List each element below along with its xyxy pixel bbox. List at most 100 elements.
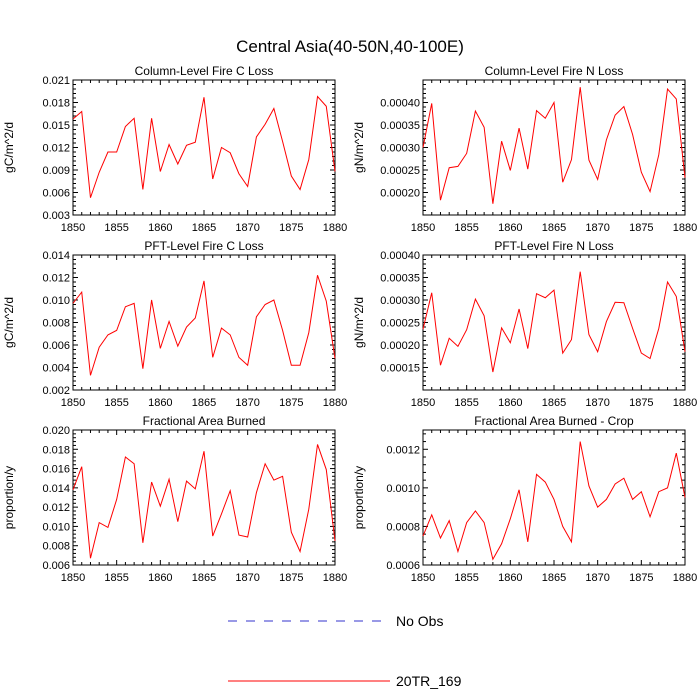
y-tick-label: 0.009: [42, 165, 70, 177]
y-tick-label: 0.00040: [380, 98, 420, 110]
y-tick-label: 0.012: [42, 502, 70, 514]
x-tick-label: 1875: [279, 572, 303, 584]
y-tick-label: 0.010: [42, 295, 70, 307]
y-tick-label: 0.00030: [380, 295, 420, 307]
x-tick-label: 1855: [104, 572, 128, 584]
y-tick-label: 0.004: [42, 363, 70, 375]
x-tick-label: 1875: [279, 222, 303, 234]
series-line: [72, 444, 336, 559]
series-line: [72, 95, 336, 198]
y-tick-label: 0.015: [42, 120, 70, 132]
panel-title: Column-Level Fire N Loss: [485, 64, 624, 78]
series-line: [422, 441, 686, 561]
series-line: [422, 87, 686, 204]
y-tick-label: 0.006: [42, 560, 70, 572]
y-tick-label: 0.006: [42, 340, 70, 352]
y-tick-label: 0.014: [42, 483, 70, 495]
y-axis-title: gC/m^2/d: [2, 122, 16, 173]
x-tick-label: 1865: [192, 222, 216, 234]
panel-title: Column-Level Fire C Loss: [135, 64, 274, 78]
plot-frame: [422, 429, 686, 566]
x-tick-label: 1875: [629, 572, 653, 584]
x-tick-label: 1860: [148, 397, 172, 409]
y-tick-label: 0.00040: [380, 250, 420, 262]
y-tick-label: 0.0010: [386, 483, 420, 495]
y-tick-label: 0.0008: [386, 521, 420, 533]
y-axis-title: gN/m^2/d: [352, 122, 366, 173]
x-tick-label: 1850: [61, 397, 85, 409]
x-tick-label: 1850: [411, 397, 435, 409]
y-tick-label: 0.00025: [380, 165, 420, 177]
x-tick-label: 1870: [235, 572, 259, 584]
y-tick-label: 0.00035: [380, 120, 420, 132]
panel-title: Fractional Area Burned: [143, 414, 266, 428]
plot-frame: [422, 254, 686, 391]
y-tick-label: 0.003: [42, 210, 70, 222]
plot-frame: [72, 254, 336, 391]
x-tick-label: 1870: [585, 222, 609, 234]
x-tick-label: 1865: [542, 397, 566, 409]
plot-frame: [422, 79, 686, 216]
y-axis-title: gN/m^2/d: [352, 297, 366, 348]
x-tick-label: 1865: [192, 397, 216, 409]
y-tick-label: 0.016: [42, 464, 70, 476]
y-tick-label: 0.00015: [380, 363, 420, 375]
x-tick-label: 1850: [411, 572, 435, 584]
y-tick-label: 0.012: [42, 143, 70, 155]
panels-container: Column-Level Fire C Loss 1850 1855 1860 1865…: [2, 64, 697, 584]
x-tick-label: 1850: [61, 222, 85, 234]
y-tick-label: 0.00030: [380, 143, 420, 155]
x-tick-label: 1860: [148, 222, 172, 234]
legend-label-no-obs: No Obs: [396, 613, 443, 629]
x-tick-label: 1880: [323, 572, 347, 584]
legend-label-20tr-169: 20TR_169: [396, 673, 462, 689]
x-tick-label: 1880: [673, 397, 697, 409]
x-tick-label: 1880: [323, 397, 347, 409]
x-tick-label: 1855: [104, 397, 128, 409]
y-tick-label: 0.0012: [386, 444, 420, 456]
x-tick-label: 1880: [673, 222, 697, 234]
x-tick-label: 1870: [585, 572, 609, 584]
y-axis-title: gC/m^2/d: [2, 297, 16, 348]
x-tick-label: 1865: [542, 572, 566, 584]
x-tick-label: 1870: [585, 397, 609, 409]
panel-title: PFT-Level Fire N Loss: [494, 239, 613, 253]
y-tick-label: 0.006: [42, 188, 70, 200]
panel-5: Fractional Area Burned 1850 1855 1860 1865 18…: [2, 414, 347, 584]
panel-6: Fractional Area Burned - Crop 1850 1855 186…: [352, 414, 697, 584]
panel-1: Column-Level Fire C Loss 1850 1855 1860 1865…: [2, 64, 347, 234]
series-line: [422, 271, 686, 373]
x-tick-label: 1860: [498, 222, 522, 234]
x-tick-label: 1875: [279, 397, 303, 409]
x-tick-label: 1865: [192, 572, 216, 584]
y-tick-label: 0.014: [42, 250, 70, 262]
x-tick-label: 1860: [148, 572, 172, 584]
x-tick-label: 1860: [498, 572, 522, 584]
y-tick-label: 0.018: [42, 444, 70, 456]
y-tick-label: 0.00025: [380, 318, 420, 330]
y-tick-label: 0.010: [42, 521, 70, 533]
panel-title: Fractional Area Burned - Crop: [474, 414, 634, 428]
x-tick-label: 1880: [673, 572, 697, 584]
y-tick-label: 0.002: [42, 385, 70, 397]
x-tick-label: 1880: [323, 222, 347, 234]
y-tick-label: 0.008: [42, 541, 70, 553]
y-tick-label: 0.00035: [380, 273, 420, 285]
x-tick-label: 1855: [104, 222, 128, 234]
x-tick-label: 1865: [542, 222, 566, 234]
y-tick-label: 0.020: [42, 425, 70, 437]
series-line: [72, 275, 336, 376]
y-tick-label: 0.0006: [386, 560, 420, 572]
panel-3: PFT-Level Fire C Loss 1850 1855 1860 1865 187…: [2, 239, 347, 409]
y-axis-title: proportion/y: [352, 466, 366, 529]
x-tick-label: 1850: [61, 572, 85, 584]
y-tick-label: 0.00020: [380, 188, 420, 200]
x-tick-label: 1855: [454, 397, 478, 409]
panel-2: Column-Level Fire N Loss 1850 1855 1860 1865…: [352, 64, 697, 234]
x-tick-label: 1855: [454, 222, 478, 234]
x-tick-label: 1860: [498, 397, 522, 409]
panel-4: PFT-Level Fire N Loss 1850 1855 1860 1865 187…: [352, 239, 697, 409]
x-tick-label: 1870: [235, 222, 259, 234]
page-title: Central Asia(40-50N,40-100E): [236, 37, 464, 56]
